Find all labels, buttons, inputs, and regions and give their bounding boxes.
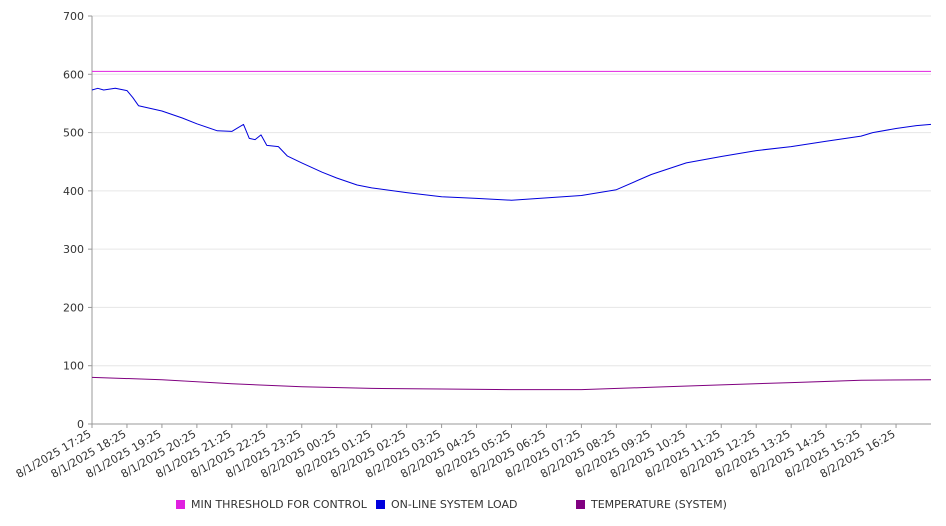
legend-label-system-load: ON-LINE SYSTEM LOAD bbox=[391, 498, 518, 511]
x-axis-ticks: 8/1/2025 17:258/1/2025 18:258/1/2025 19:… bbox=[14, 424, 898, 481]
y-tick-label: 200 bbox=[63, 301, 84, 314]
legend-label-temperature: TEMPERATURE (SYSTEM) bbox=[591, 498, 727, 511]
axes bbox=[91, 16, 931, 425]
legend: MIN THRESHOLD FOR CONTROL ON-LINE SYSTEM… bbox=[0, 498, 946, 514]
series-line-system-load bbox=[91, 87, 932, 201]
y-tick-label: 400 bbox=[63, 185, 84, 198]
y-tick-label: 500 bbox=[63, 127, 84, 140]
legend-item-system-load[interactable]: ON-LINE SYSTEM LOAD bbox=[376, 498, 517, 511]
legend-swatch-system-load bbox=[376, 500, 385, 509]
legend-swatch-temperature bbox=[576, 500, 585, 509]
y-tick-label: 300 bbox=[63, 243, 84, 256]
legend-item-threshold[interactable]: MIN THRESHOLD FOR CONTROL bbox=[176, 498, 367, 511]
y-tick-label: 600 bbox=[63, 68, 84, 81]
grid-lines bbox=[92, 15, 931, 367]
legend-item-temperature[interactable]: TEMPERATURE (SYSTEM) bbox=[576, 498, 727, 511]
y-tick-label: 0 bbox=[77, 418, 84, 431]
y-tick-label: 100 bbox=[63, 360, 84, 373]
y-axis-ticks: 0 100 200 300 400 500 600 700 bbox=[63, 10, 92, 431]
series-line-temperature bbox=[91, 376, 932, 391]
y-tick-label: 700 bbox=[63, 10, 84, 23]
series-lines bbox=[91, 70, 932, 391]
legend-swatch-threshold bbox=[176, 500, 185, 509]
legend-label-threshold: MIN THRESHOLD FOR CONTROL bbox=[191, 498, 367, 511]
